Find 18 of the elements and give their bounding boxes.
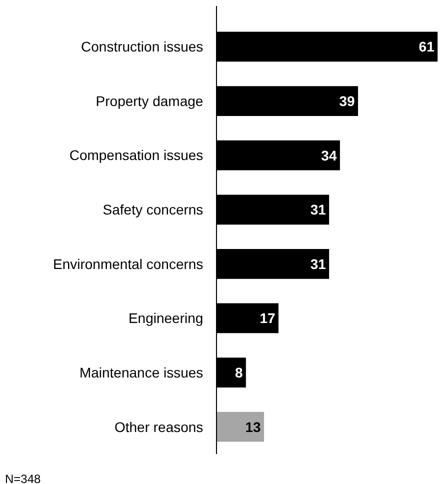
data-label: 61 xyxy=(418,38,435,55)
data-label: 31 xyxy=(310,256,326,272)
data-label: 34 xyxy=(321,147,337,164)
bar xyxy=(217,412,264,442)
data-label: 39 xyxy=(339,93,356,110)
data-label: 31 xyxy=(310,202,326,218)
text: N=348 xyxy=(5,472,42,484)
data-label: 17 xyxy=(260,310,276,326)
y-tick-label: Property damage xyxy=(96,92,204,109)
y-tick-label: Construction issues xyxy=(81,38,204,55)
y-tick-label: Engineering xyxy=(128,310,204,326)
y-tick-label: Environmental concerns xyxy=(53,256,204,272)
y-tick-label: Safety concerns xyxy=(102,202,204,218)
y-tick-label: Other reasons xyxy=(114,418,204,435)
y-tick-label: Compensation issues xyxy=(69,147,204,164)
y-tick-label: Maintenance issues xyxy=(79,364,204,380)
data-label: 13 xyxy=(245,418,262,435)
data-label: 8 xyxy=(234,364,243,381)
